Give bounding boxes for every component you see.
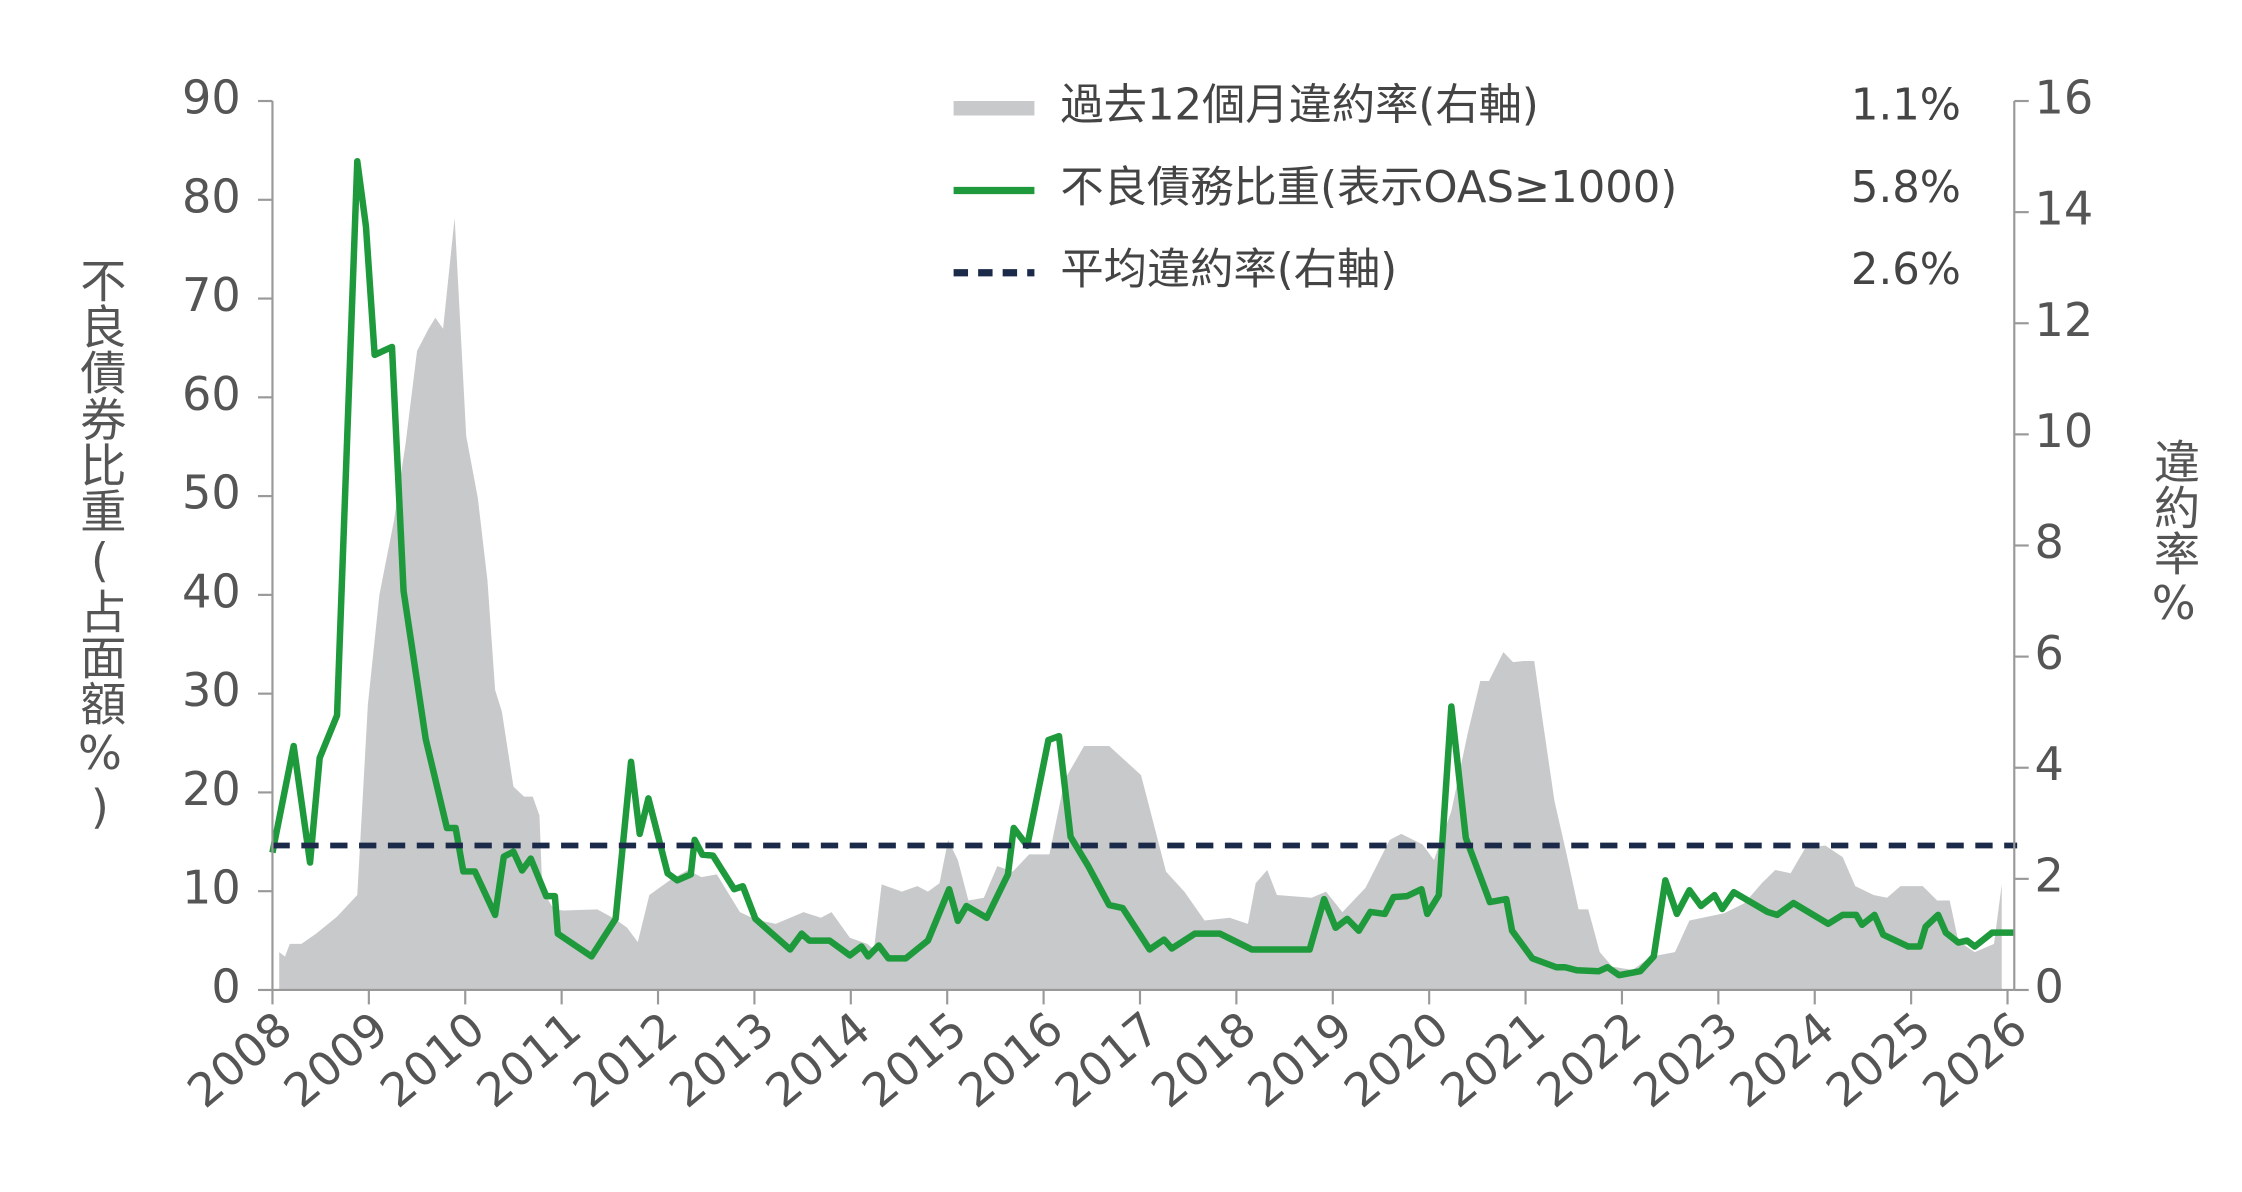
x-tick-label: 2017: [1045, 1001, 1170, 1118]
y2-tick-label: 10: [2034, 404, 2093, 458]
y-tick-label: 20: [182, 762, 241, 816]
y-tick-label: 30: [182, 663, 241, 717]
x-tick-label: 2011: [466, 1001, 591, 1118]
legend-label: 過去12個月違約率(右軸): [1060, 81, 1538, 131]
x-tick-label: 2008: [177, 1001, 302, 1118]
x-tick-label: 2026: [1912, 1001, 2037, 1118]
x-tick-label: 2025: [1816, 1001, 1941, 1118]
y2-tick-label: 4: [2034, 737, 2063, 791]
x-tick-label: 2016: [948, 1001, 1073, 1118]
x-tick-label: 2022: [1527, 1001, 1652, 1118]
x-tick-label: 2015: [852, 1001, 977, 1118]
legend-value: 1.1%: [1851, 81, 1961, 131]
y2-tick-label: 12: [2034, 293, 2093, 347]
y-tick-label: 50: [182, 466, 241, 520]
y2-tick-label: 14: [2034, 182, 2093, 236]
x-tick-label: 2018: [1141, 1001, 1266, 1118]
x-tick-label: 2024: [1720, 1001, 1845, 1118]
x-tick-label: 2010: [370, 1001, 495, 1118]
y-tick-label: 0: [211, 959, 240, 1013]
x-tick-label: 2013: [659, 1001, 784, 1118]
y-tick-label: 80: [182, 169, 241, 223]
legend-label: 不良債務比重(表示OAS≥1000): [1060, 163, 1677, 213]
legend-value: 5.8%: [1851, 163, 1961, 213]
legend-label: 平均違約率(右軸): [1060, 245, 1397, 295]
legend-value: 2.6%: [1851, 245, 1961, 295]
x-tick-label: 2023: [1623, 1001, 1748, 1118]
y-tick-label: 40: [182, 564, 241, 618]
area: [279, 217, 2002, 990]
y-tick-label: 90: [182, 71, 241, 125]
y2-tick-label: 2: [2034, 848, 2063, 902]
y2-tick-label: 6: [2034, 626, 2063, 680]
y-tick-label: 70: [182, 268, 241, 322]
line: [269, 158, 2015, 979]
y2-tick-label: 0: [2034, 959, 2063, 1013]
x-tick-label: 2012: [563, 1001, 688, 1118]
y-tick-label: 10: [182, 861, 241, 915]
y2-axis-title: 違約率%: [2147, 438, 2201, 631]
y2-tick-label: 16: [2034, 71, 2093, 125]
x-tick-label: 2020: [1334, 1001, 1459, 1118]
y2-tick-label: 8: [2034, 515, 2063, 569]
x-tick-label: 2009: [274, 1001, 399, 1118]
x-tick-label: 2021: [1430, 1001, 1555, 1118]
x-tick-label: 2019: [1238, 1001, 1363, 1118]
y-axis-title: 不良債券比重(占面額%): [73, 257, 127, 835]
x-tick-label: 2014: [756, 1001, 881, 1118]
y-tick-label: 60: [182, 367, 241, 421]
